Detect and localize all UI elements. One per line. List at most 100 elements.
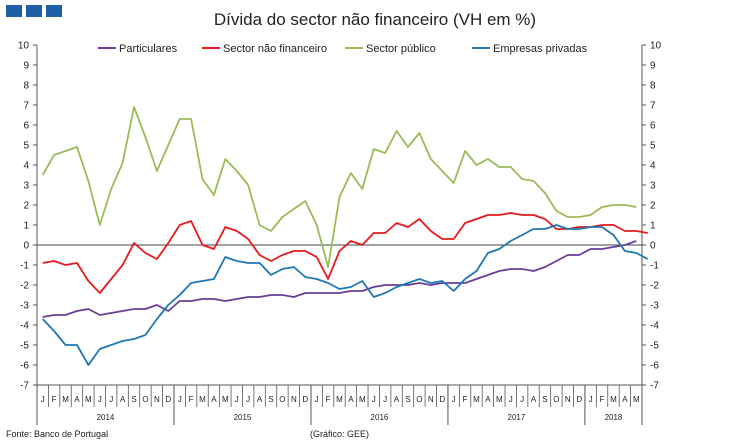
y-tick-label-right: -6 xyxy=(650,361,659,372)
y-tick-label-left: -7 xyxy=(20,381,29,392)
x-month-label: A xyxy=(211,395,217,404)
x-month-label: A xyxy=(257,395,263,404)
y-tick-label-right: 1 xyxy=(650,221,656,232)
y-tick-label-right: 0 xyxy=(650,241,656,252)
y-tick-label-right: -1 xyxy=(650,261,659,272)
y-tick-label-left: -6 xyxy=(20,361,29,372)
x-month-label: F xyxy=(189,395,194,404)
y-tick-label-left: 6 xyxy=(23,121,29,132)
series-line-empresas-privadas xyxy=(42,224,649,366)
x-month-label: A xyxy=(348,395,354,404)
x-month-label: A xyxy=(74,395,80,404)
y-tick-label-left: 9 xyxy=(23,61,29,72)
x-month-label: J xyxy=(589,395,593,404)
x-month-label: A xyxy=(485,395,491,404)
y-tick-label-left: 10 xyxy=(18,41,30,52)
y-tick-label-left: -3 xyxy=(20,301,29,312)
x-month-label: F xyxy=(326,395,331,404)
y-tick-label-right: -5 xyxy=(650,341,659,352)
x-month-label: M xyxy=(62,395,69,404)
x-month-label: S xyxy=(131,395,136,404)
x-month-label: M xyxy=(199,395,206,404)
y-tick-label-right: -7 xyxy=(650,381,659,392)
x-month-label: A xyxy=(622,395,628,404)
y-tick-label-left: 0 xyxy=(23,241,29,252)
y-tick-label-left: 1 xyxy=(23,221,29,232)
x-month-label: O xyxy=(142,395,148,404)
x-month-label: M xyxy=(496,395,503,404)
y-tick-label-right: 8 xyxy=(650,81,656,92)
x-month-label: J xyxy=(235,395,239,404)
legend-label: Empresas privadas xyxy=(493,43,588,55)
x-month-label: N xyxy=(154,395,160,404)
y-tick-label-left: 3 xyxy=(23,181,29,192)
x-month-label: A xyxy=(394,395,400,404)
x-month-label: J xyxy=(41,395,45,404)
y-tick-label-right: 10 xyxy=(650,41,662,52)
x-month-label: A xyxy=(531,395,537,404)
x-month-label: O xyxy=(279,395,285,404)
x-month-label: J xyxy=(98,395,102,404)
x-month-label: M xyxy=(222,395,229,404)
x-month-label: J xyxy=(452,395,456,404)
y-tick-label-right: -4 xyxy=(650,321,659,332)
x-month-label: M xyxy=(633,395,640,404)
x-month-label: N xyxy=(291,395,297,404)
x-month-label: M xyxy=(336,395,343,404)
y-tick-label-left: 5 xyxy=(23,141,29,152)
x-month-label: S xyxy=(405,395,410,404)
x-month-label: O xyxy=(416,395,422,404)
y-tick-label-right: 6 xyxy=(650,121,656,132)
logo xyxy=(6,5,62,17)
x-month-label: A xyxy=(120,395,126,404)
y-tick-label-left: 7 xyxy=(23,101,29,112)
x-month-label: J xyxy=(383,395,387,404)
year-label: 2016 xyxy=(371,413,389,422)
y-tick-label-left: -5 xyxy=(20,341,29,352)
y-tick-label-left: 4 xyxy=(23,161,29,172)
chart-title: Dívida do sector não financeiro (VH em %… xyxy=(213,10,537,29)
y-tick-label-right: 9 xyxy=(650,61,656,72)
x-month-label: M xyxy=(610,395,617,404)
source-note: Fonte: Banco de Portugal xyxy=(6,429,109,439)
x-month-label: D xyxy=(439,395,445,404)
x-month-label: J xyxy=(246,395,250,404)
x-month-label: J xyxy=(372,395,376,404)
x-month-label: J xyxy=(315,395,319,404)
x-month-label: M xyxy=(359,395,366,404)
y-tick-label-left: -2 xyxy=(20,281,29,292)
y-tick-label-right: -2 xyxy=(650,281,659,292)
x-month-label: J xyxy=(520,395,524,404)
credit-note: (Gráfico: GEE) xyxy=(310,429,370,439)
series-line-sector-n-o-financeiro xyxy=(42,212,648,294)
y-tick-label-right: 5 xyxy=(650,141,656,152)
x-month-label: M xyxy=(473,395,480,404)
x-month-label: D xyxy=(165,395,171,404)
y-tick-label-right: -3 xyxy=(650,301,659,312)
y-tick-label-left: -1 xyxy=(20,261,29,272)
series-line-particulares xyxy=(42,240,637,318)
y-tick-label-right: 2 xyxy=(650,201,656,212)
x-month-label: S xyxy=(542,395,547,404)
year-label: 2018 xyxy=(605,413,623,422)
year-label: 2015 xyxy=(234,413,252,422)
x-month-label: N xyxy=(428,395,434,404)
y-tick-label-right: 3 xyxy=(650,181,656,192)
legend-label: Sector não financeiro xyxy=(223,43,327,55)
y-tick-label-right: 4 xyxy=(650,161,656,172)
legend-label: Particulares xyxy=(119,43,178,55)
x-month-label: N xyxy=(565,395,571,404)
series-line-sector-p-blico xyxy=(41,106,637,268)
year-label: 2014 xyxy=(97,413,115,422)
x-month-label: J xyxy=(109,395,113,404)
y-tick-label-left: -4 xyxy=(20,321,29,332)
x-month-label: F xyxy=(463,395,468,404)
year-label: 2017 xyxy=(508,413,526,422)
x-month-label: S xyxy=(268,395,273,404)
y-tick-label-right: 7 xyxy=(650,101,656,112)
x-month-label: F xyxy=(600,395,605,404)
x-month-label: D xyxy=(576,395,582,404)
x-month-label: F xyxy=(52,395,57,404)
x-month-label: D xyxy=(302,395,308,404)
x-month-label: J xyxy=(509,395,513,404)
